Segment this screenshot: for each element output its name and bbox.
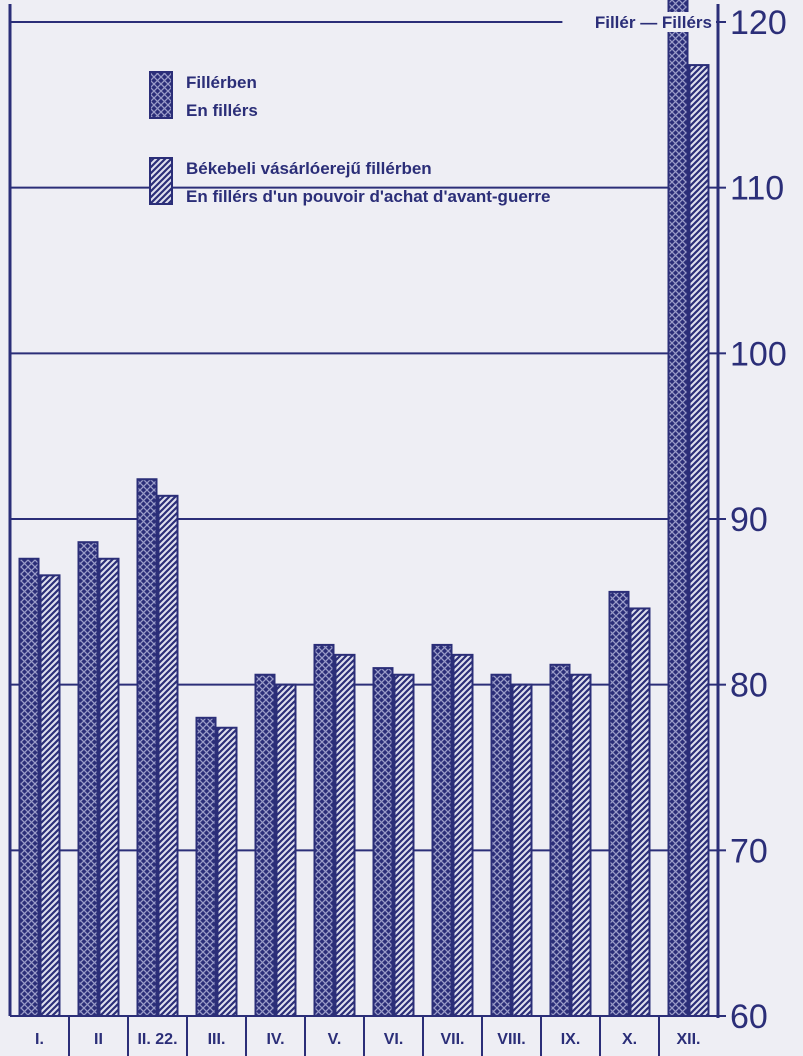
bar-bekebeli bbox=[511, 683, 533, 1018]
bar-fillerben bbox=[254, 673, 276, 1018]
bar-fillerben bbox=[667, 0, 689, 1017]
y-tick-label: 100 bbox=[730, 335, 787, 373]
y-tick-label: 90 bbox=[730, 501, 768, 539]
bars-layer bbox=[18, 0, 710, 1018]
legend-label: Fillérben bbox=[186, 73, 257, 92]
y-axis-title: Fillér — Fillérs bbox=[595, 13, 712, 32]
bar-bekebeli bbox=[629, 607, 651, 1018]
bar-bekebeli bbox=[688, 64, 710, 1018]
bar-fillerben bbox=[195, 716, 217, 1017]
axis-layer: 60 70 80 90 100 110 120 Fillér — Fillérs I. II II.… bbox=[35, 4, 787, 1056]
bar-fillerben bbox=[313, 643, 335, 1017]
x-tick-label: IV. bbox=[266, 1031, 284, 1048]
bar-fillerben bbox=[431, 643, 453, 1017]
x-tick-label: II bbox=[94, 1031, 103, 1048]
x-tick-label: V. bbox=[328, 1031, 342, 1048]
bar-fillerben bbox=[549, 663, 571, 1018]
legend-label: Békebeli vásárlóerejű fillérben bbox=[186, 159, 432, 178]
bar-fillerben bbox=[490, 673, 512, 1018]
x-tick-label: XII. bbox=[676, 1031, 700, 1048]
bar-bekebeli bbox=[216, 726, 238, 1017]
bar-bekebeli bbox=[275, 683, 297, 1018]
bar-bekebeli bbox=[570, 673, 592, 1018]
bar-fillerben bbox=[77, 541, 99, 1018]
x-tick-label: II. 22. bbox=[137, 1031, 177, 1048]
bar-bekebeli bbox=[98, 557, 120, 1017]
x-tick-label: X. bbox=[622, 1031, 637, 1048]
x-tick-label: VI. bbox=[384, 1031, 404, 1048]
x-tick-label: III. bbox=[208, 1031, 226, 1048]
bar-bekebeli bbox=[452, 653, 474, 1017]
legend-label-fr: En fillérs bbox=[186, 101, 258, 120]
legend-swatch-fillerben bbox=[149, 71, 173, 119]
legend: Fillérben En fillérs Békebeli vásárlóerejű… bbox=[149, 71, 550, 206]
y-tick-label: 120 bbox=[730, 4, 787, 42]
x-tick-label: I. bbox=[35, 1031, 44, 1048]
bar-bekebeli bbox=[39, 574, 61, 1017]
x-tick-label: IX. bbox=[561, 1031, 581, 1048]
bar-fillerben bbox=[372, 667, 394, 1017]
bar-bekebeli bbox=[157, 494, 179, 1018]
bar-fillerben bbox=[608, 590, 630, 1017]
x-tick-label: VII. bbox=[440, 1031, 464, 1048]
y-tick-label: 70 bbox=[730, 832, 768, 870]
y-tick-label: 80 bbox=[730, 667, 768, 705]
bar-bekebeli bbox=[334, 653, 356, 1017]
y-axis-title-backdrop bbox=[562, 12, 716, 32]
y-tick-label: 60 bbox=[730, 998, 768, 1036]
legend-swatch-bekebeli bbox=[149, 157, 173, 205]
legend-label-fr: En fillérs d'un pouvoir d'achat d'avant-… bbox=[186, 187, 550, 206]
bar-fillerben bbox=[18, 557, 40, 1017]
x-tick-label: VIII. bbox=[497, 1031, 525, 1048]
bar-fillerben bbox=[136, 478, 158, 1017]
y-tick-label: 110 bbox=[730, 170, 784, 208]
bar-bekebeli bbox=[393, 673, 415, 1018]
